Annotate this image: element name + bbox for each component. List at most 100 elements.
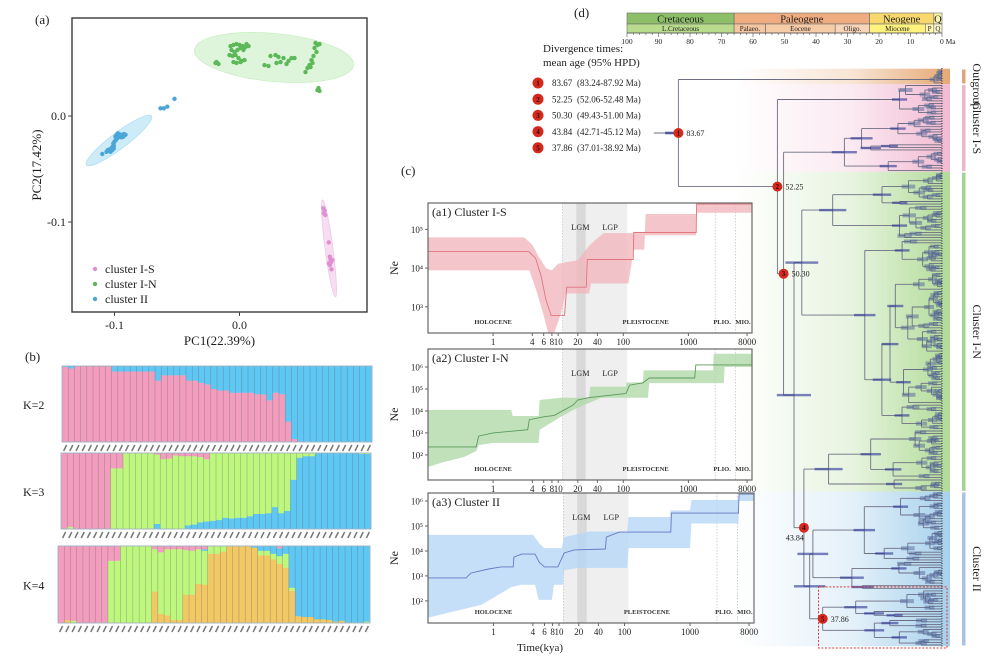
y-tick-label: 0.0	[51, 109, 66, 123]
individual-bar	[95, 546, 102, 624]
individual-bar	[303, 366, 311, 443]
ancestry-segment-pink	[172, 453, 180, 456]
hpd-bar	[931, 376, 940, 381]
individual-bar	[352, 453, 359, 530]
ancestry-segment-green	[132, 546, 140, 624]
ancestry-segment-blue	[278, 513, 285, 530]
x-tick-label: 0.0	[232, 318, 247, 332]
individual-bar	[97, 453, 105, 530]
individual-bar	[116, 453, 124, 530]
ancestry-segment-green	[363, 621, 371, 624]
ancestry-segment-green	[160, 459, 167, 529]
node-number: 2	[536, 96, 540, 104]
ancestry-segment-green	[234, 453, 242, 518]
ancestry-segment-blue	[363, 546, 371, 622]
panel-label-a: (a)	[35, 12, 49, 27]
ancestry-segment-green	[247, 453, 254, 517]
individual-bar	[120, 546, 127, 624]
ancestry-segment-pink	[195, 546, 202, 550]
individual-bar	[241, 366, 249, 443]
hpd-bar	[785, 261, 819, 264]
sample-label-mark	[167, 531, 172, 539]
ancestry-segment-pink	[192, 380, 199, 443]
node-number: 3	[782, 270, 786, 278]
hpd-bar	[901, 546, 915, 551]
individual-bar	[73, 453, 80, 530]
ancestry-segment-pink	[167, 375, 174, 443]
sample-label-mark	[304, 444, 310, 452]
x-tick-label: 20	[573, 337, 583, 347]
sample-label-mark	[148, 531, 154, 539]
node-mean-age: 37.86	[552, 143, 573, 153]
hpd-bar	[929, 95, 939, 100]
ancestry-segment-pink	[105, 366, 112, 443]
individual-bar	[291, 366, 298, 443]
data-point	[315, 87, 320, 93]
individual-bar	[327, 453, 335, 530]
sample-label-mark	[229, 531, 234, 539]
hpd-bar	[909, 231, 922, 236]
ancestry-segment-pink	[58, 546, 65, 624]
epoch-label: PLEISTOCENE	[623, 466, 669, 473]
sample-label-mark	[273, 444, 279, 452]
individual-bar	[74, 366, 81, 443]
hpd-bar	[929, 461, 939, 466]
ancestry-segment-blue	[263, 546, 271, 551]
clade-band-outgroup	[735, 68, 950, 85]
ancestry-segment-orange	[226, 546, 234, 624]
hpd-bar	[933, 531, 942, 536]
ancestry-segment-blue	[203, 521, 211, 530]
x-tick-label: 4	[530, 484, 535, 494]
period-label-lgp: LGP	[602, 369, 618, 378]
ancestry-segment-blue	[364, 453, 372, 530]
ancestry-segment-pink	[64, 546, 71, 621]
sample-label-mark	[254, 531, 259, 539]
hpd-bar	[929, 425, 939, 430]
individual-bar	[294, 546, 302, 624]
hpd-bar	[887, 304, 904, 308]
individual-bar	[334, 366, 342, 443]
ancestry-segment-pink	[95, 546, 102, 623]
time-axis-label: 30	[844, 37, 852, 46]
hpd-bar	[909, 220, 923, 225]
data-point	[233, 52, 238, 58]
sample-label-mark	[58, 625, 64, 633]
sample-label-mark	[221, 625, 226, 633]
ancestry-segment-green	[253, 453, 260, 514]
hpd-bar	[932, 176, 941, 180]
hpd-bar	[930, 244, 939, 249]
ancestry-segment-pink	[197, 453, 204, 457]
ancestry-segment-blue	[191, 524, 198, 530]
node-marker-icon	[778, 268, 789, 279]
hpd-bar	[934, 74, 942, 79]
hpd-bar	[886, 614, 903, 617]
ancestry-segment-pink	[74, 366, 81, 443]
ancestry-segment-orange	[151, 591, 159, 624]
individual-bar	[70, 546, 78, 624]
ancestry-segment-blue	[216, 519, 223, 530]
sample-label-mark	[261, 444, 266, 452]
hpd-bar	[934, 414, 942, 419]
time-axis-label: 60	[749, 37, 757, 46]
node-marker-icon	[798, 522, 809, 533]
ancestry-segment-pink	[79, 453, 87, 530]
ancestry-segment-blue	[341, 366, 348, 443]
data-point	[323, 212, 328, 218]
time-axis-label: 100	[621, 37, 633, 46]
structure-plot-k-2: K=2	[23, 365, 373, 452]
hpd-bar	[928, 322, 938, 326]
sample-label-mark	[102, 625, 107, 633]
data-point	[121, 134, 126, 139]
time-axis-label: 10	[907, 37, 915, 46]
node-marker-icon	[532, 126, 544, 138]
hpd-bar	[934, 389, 942, 393]
epoch-label: HOLOCENE	[474, 319, 512, 326]
ancestry-segment-pink	[99, 366, 106, 443]
hpd-bar	[931, 213, 941, 217]
individual-bar	[333, 453, 341, 530]
hpd-bar	[934, 157, 942, 162]
data-point	[330, 257, 335, 263]
ancestry-segment-pink	[62, 366, 69, 443]
sample-label-mark	[322, 531, 327, 539]
